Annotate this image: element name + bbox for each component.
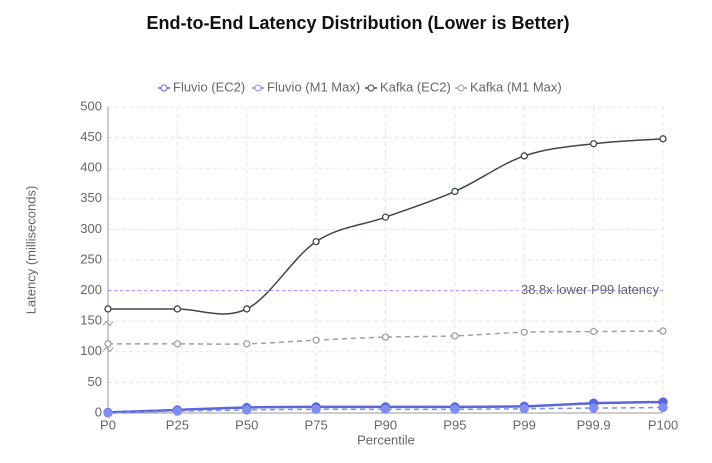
y-tick-label: 500 xyxy=(80,98,102,113)
data-point xyxy=(243,305,251,313)
y-tick-label: 0 xyxy=(95,404,102,419)
legend-swatch xyxy=(254,84,262,92)
chart-title: End-to-End Latency Distribution (Lower i… xyxy=(146,13,569,33)
data-point xyxy=(311,404,321,414)
legend-label: Fluvio (EC2) xyxy=(173,79,245,94)
legend-label: Kafka (EC2) xyxy=(380,79,451,94)
data-point xyxy=(104,305,112,313)
data-point xyxy=(173,305,182,313)
x-tick-label: P99.9 xyxy=(577,417,611,432)
data-point xyxy=(380,404,391,414)
y-tick-label: 300 xyxy=(80,221,102,236)
data-point xyxy=(520,152,528,160)
y-tick-label: 200 xyxy=(80,282,102,297)
data-point xyxy=(450,404,460,414)
x-tick-label: P25 xyxy=(166,417,189,432)
legend-swatch xyxy=(160,84,168,92)
axis-break xyxy=(102,346,114,353)
y-tick-label: 450 xyxy=(80,129,102,144)
annotation-text: 38.8x lower P99 latency xyxy=(521,282,660,297)
y-tick-label: 400 xyxy=(80,160,102,175)
x-axis-title: Percentile xyxy=(357,432,415,447)
x-tick-label: P99 xyxy=(513,417,536,432)
x-tick-label: P95 xyxy=(443,417,466,432)
legend-label: Kafka (M1 Max) xyxy=(470,79,562,94)
data-point xyxy=(312,237,320,246)
data-point xyxy=(659,327,667,335)
legend-swatch xyxy=(457,84,465,92)
x-tick-label: P75 xyxy=(305,417,328,432)
data-point xyxy=(312,336,320,344)
data-point xyxy=(519,404,529,414)
x-tick-label: P90 xyxy=(374,417,397,432)
data-point xyxy=(381,213,390,221)
data-point xyxy=(451,332,459,340)
data-point xyxy=(659,135,667,143)
data-point xyxy=(451,187,459,196)
data-point xyxy=(243,340,251,348)
data-point xyxy=(173,340,182,348)
x-tick-label: P50 xyxy=(235,417,258,432)
axis-break xyxy=(102,320,114,327)
x-tick-label: P0 xyxy=(100,417,116,432)
legend-swatch xyxy=(367,84,375,92)
x-tick-label: P100 xyxy=(648,417,678,432)
y-tick-label: 100 xyxy=(80,343,102,358)
y-tick-label: 150 xyxy=(80,313,102,328)
data-point xyxy=(172,406,183,416)
data-point xyxy=(103,408,113,418)
data-point xyxy=(242,405,252,415)
data-point xyxy=(589,140,598,148)
y-axis-title: Latency (milliseconds) xyxy=(23,186,38,315)
y-tick-label: 50 xyxy=(88,374,102,389)
data-point xyxy=(520,328,528,336)
data-point xyxy=(381,333,390,341)
data-point xyxy=(104,340,112,348)
data-point xyxy=(589,327,598,336)
data-point xyxy=(658,402,668,413)
data-point xyxy=(588,403,599,413)
y-tick-label: 350 xyxy=(80,190,102,205)
y-tick-label: 250 xyxy=(80,251,102,266)
legend-label: Fluvio (M1 Max) xyxy=(267,79,360,94)
